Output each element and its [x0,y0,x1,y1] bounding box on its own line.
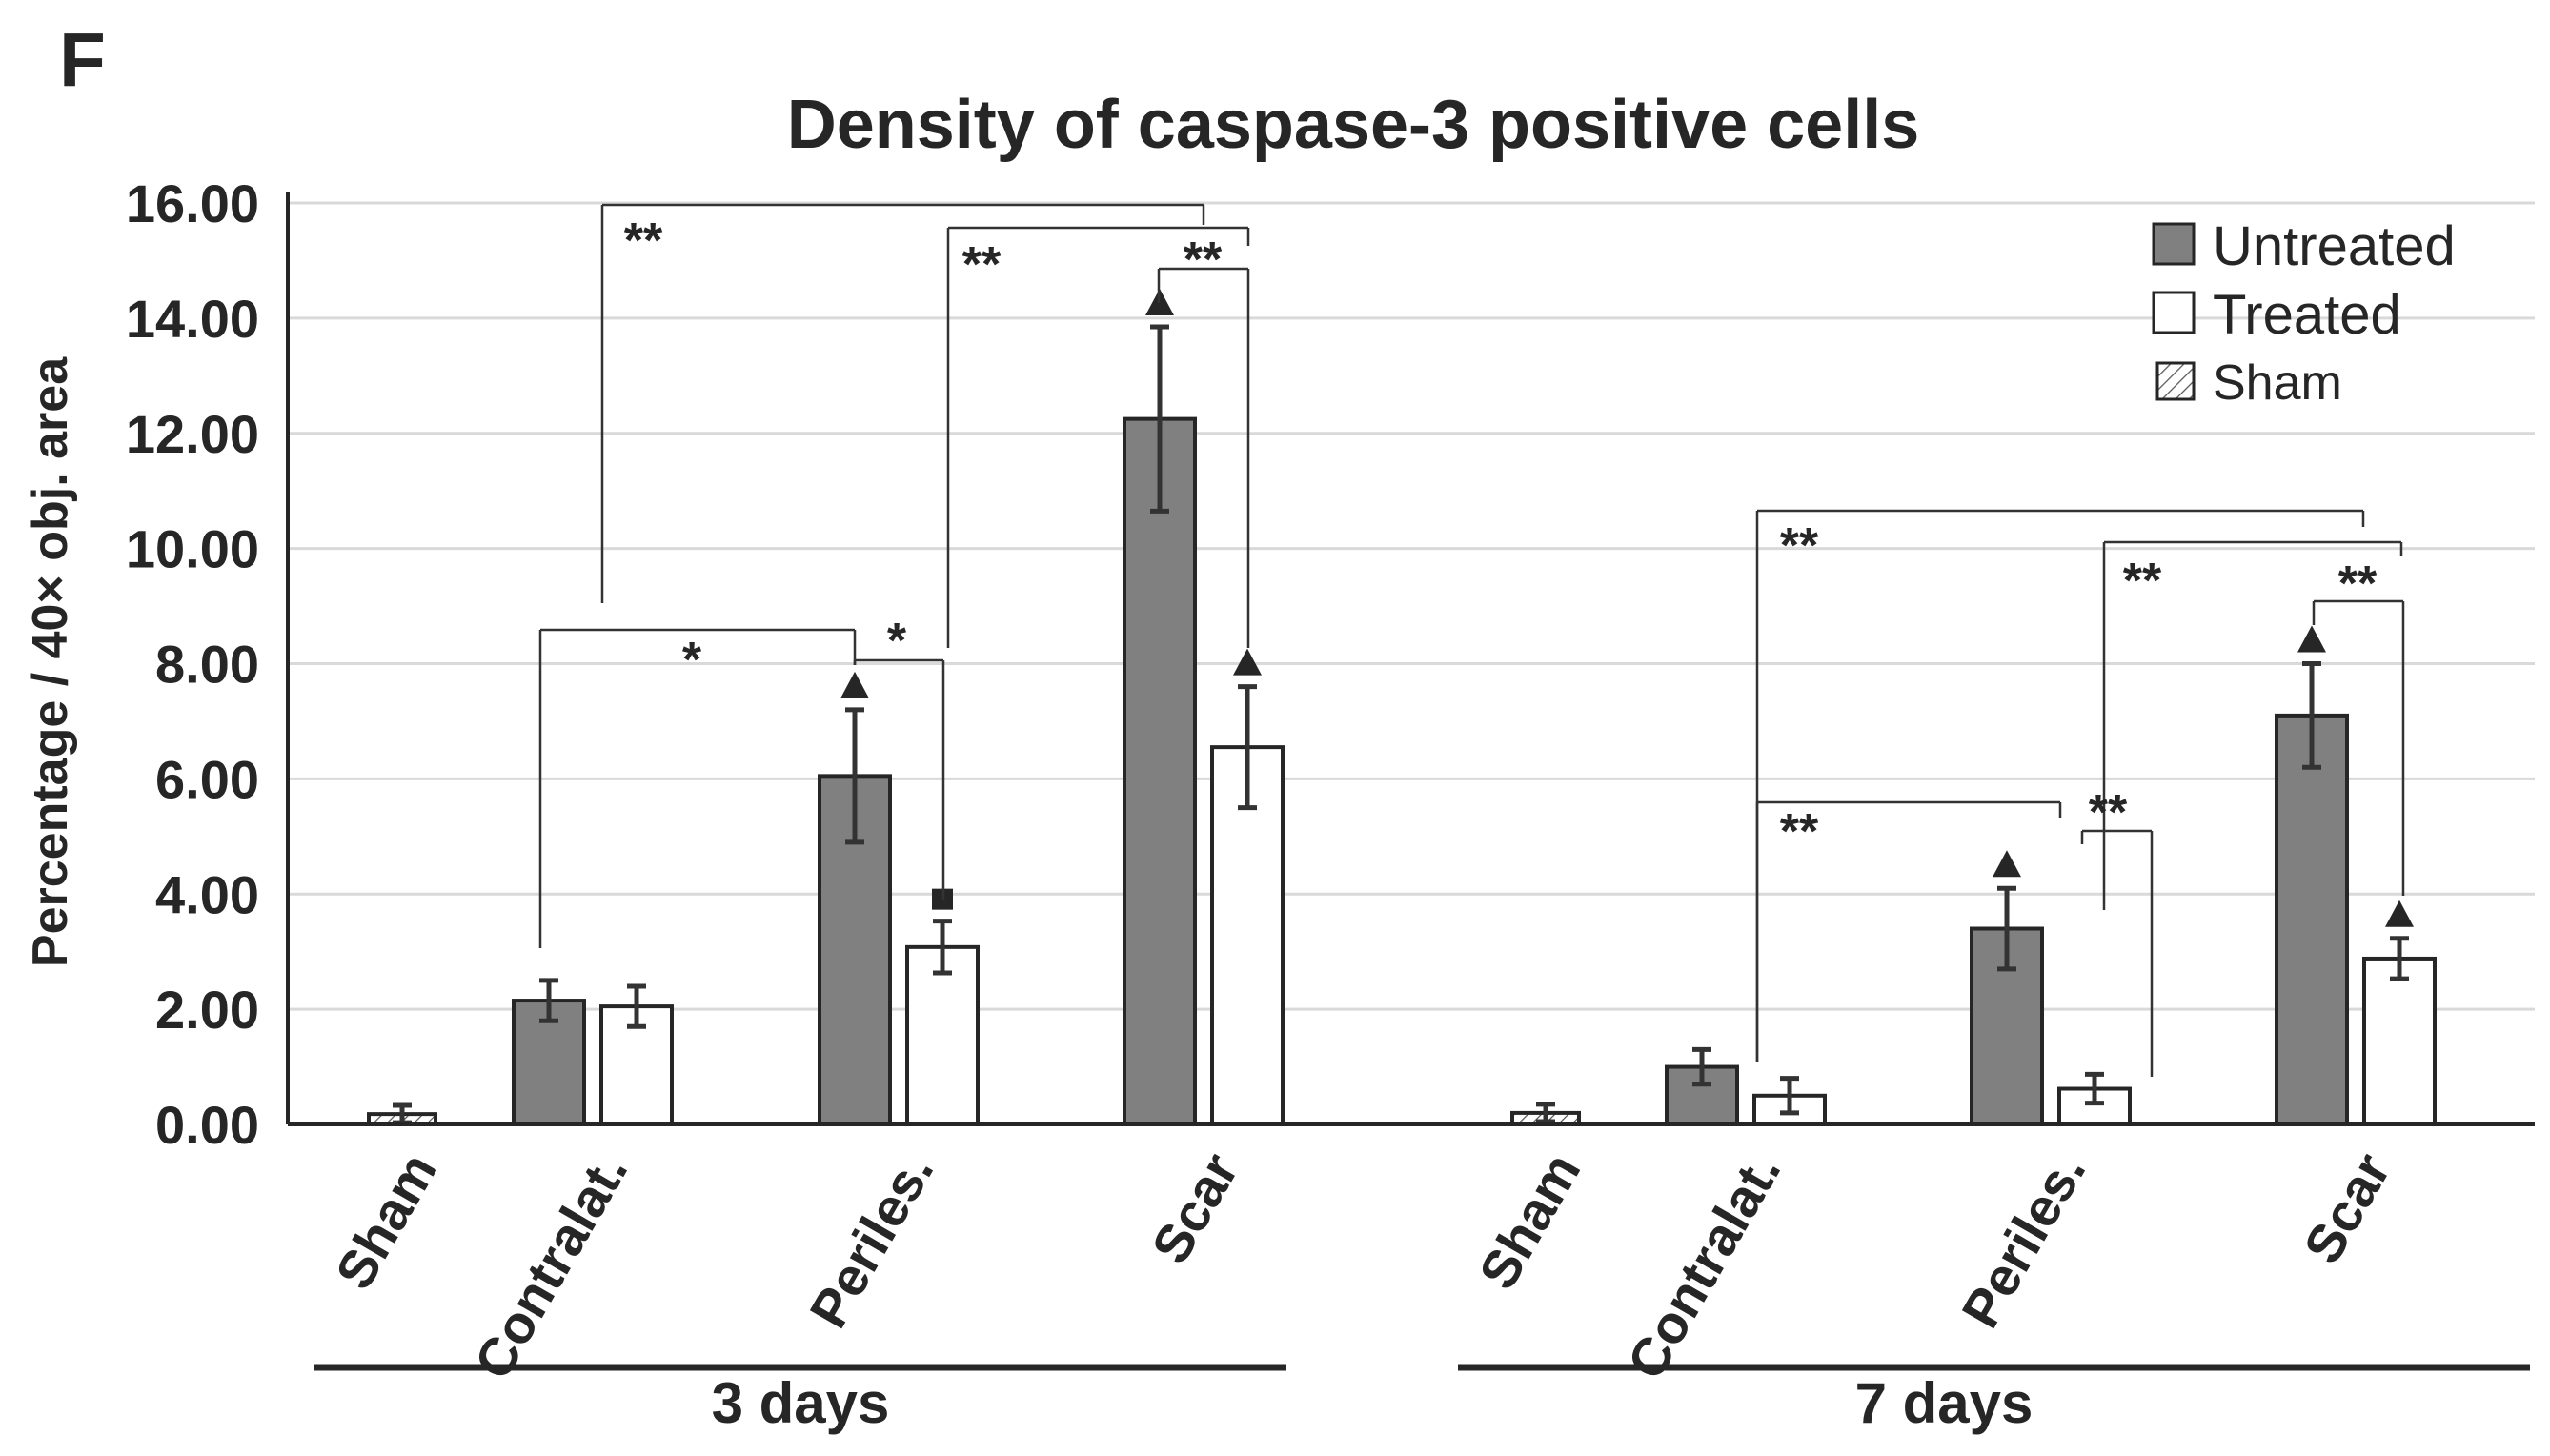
significance-bracket-3-label: * [682,633,702,688]
x-tick-label-7-days-sham: Sham [1467,1143,1592,1300]
x-tick-label-7-days-contralat: Contralat. [1615,1143,1791,1389]
y-tick-label: 0.00 [155,1095,259,1155]
y-tick-label: 2.00 [155,980,259,1040]
x-tick-label-3-days-scar: Scar [1140,1143,1249,1274]
legend-swatch-sham [2155,361,2196,401]
x-tick-label-3-days-contralat: Contralat. [462,1143,638,1389]
x-tick-label-3-days-sham: Sham [324,1143,449,1300]
y-tick-label: 10.00 [126,519,259,579]
y-tick-label: 12.00 [126,404,259,464]
significance-bracket-7-label: ** [2338,556,2378,612]
bar-7-days-scar-treated [2362,956,2437,1126]
y-tick-label: 6.00 [155,749,259,809]
legend-label-sham: Sham [2213,355,2342,411]
legend-label-untreated: Untreated [2213,215,2456,277]
bar-7-days-scar-untreated [2275,713,2349,1126]
significance-bracket-0-label: ** [624,213,663,269]
chart-title: Density of caspase-3 positive cells [787,87,1920,163]
legend-swatch-treated [2152,291,2196,334]
significance-brackets: ** ** *** ***** **** ** [538,203,2405,1077]
bar-7-days-scar-untreated-triangle-marker [2297,625,2326,653]
significance-bracket-5-label: ** [1780,518,1819,574]
x-tick-label-7-days-periles: Periles. [1950,1143,2096,1338]
bar-3-days-periles-untreated-triangle-marker [840,671,869,698]
axes [286,192,2535,1126]
x-tick-label-7-days-scar: Scar [2292,1143,2401,1274]
group-label-3-days: 3 days [712,1371,890,1435]
significance-bracket-1-label: ** [962,237,1002,293]
x-tick-label-3-days-periles: Periles. [798,1143,944,1338]
x-tick-labels: Sham Contralat. Periles. Scar Sham Contralat.… [324,1143,2402,1389]
significance-bracket-8-label: ** [1780,804,1819,859]
bars [367,288,2437,1127]
group-label-7-days: 7 days [1855,1371,2034,1435]
y-tick-label: 14.00 [126,289,259,349]
y-tick-label: 16.00 [126,173,259,233]
y-tick-labels: 0.00 2.00 4.00 6.00 8.00 10.00 12.00 14.00 16.00 [126,173,259,1155]
legend-label-treated: Treated [2213,284,2401,346]
significance-bracket-4-label: * [887,614,907,669]
bar-3-days-scar-treated-triangle-marker [1233,648,1262,676]
panel-label: F [59,17,106,102]
legend-swatch-untreated [2152,222,2196,266]
bar-3-days-scar-treated [1210,745,1285,1127]
y-tick-label: 8.00 [155,635,259,695]
gridlines [288,201,2535,1011]
significance-bracket-6-label: ** [2123,554,2162,609]
significance-bracket-2-label: ** [1184,233,1223,288]
bar-7-days-scar-treated-triangle-marker [2385,900,2414,927]
legend: Untreated Treated Sham [2152,215,2456,411]
y-tick-label: 4.00 [155,864,259,924]
bar-3-days-scar-untreated [1123,416,1197,1126]
y-axis-label: Percentage / 40× obj. area [23,356,78,967]
bar-7-days-periles-untreated-triangle-marker [1993,850,2021,878]
group-labels: 3 days 7 days [314,1364,2530,1435]
significance-bracket-9-label: ** [2089,785,2128,840]
